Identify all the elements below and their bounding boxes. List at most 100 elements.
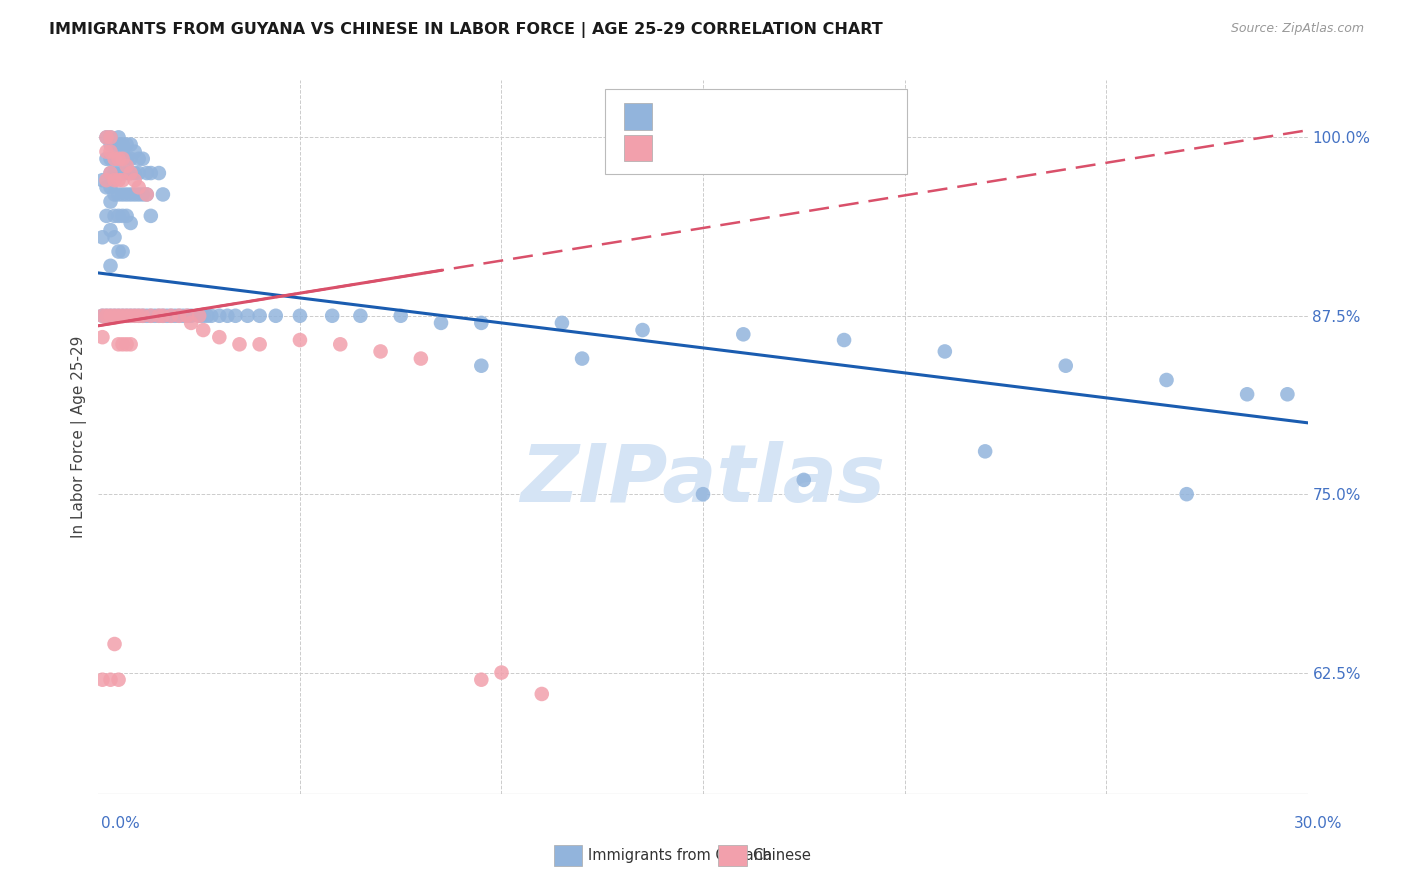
Point	[167, 309, 190, 323]
Point	[530, 687, 553, 701]
Point	[139, 309, 162, 323]
Point	[100, 145, 122, 159]
Point	[128, 166, 150, 180]
Point	[91, 309, 114, 323]
Point	[193, 309, 215, 323]
Point	[100, 309, 122, 323]
Point	[115, 309, 138, 323]
Point	[103, 173, 125, 187]
Point	[195, 309, 218, 323]
Point	[193, 323, 215, 337]
Point	[148, 309, 170, 323]
Point	[96, 309, 118, 323]
Text: IMMIGRANTS FROM GUYANA VS CHINESE IN LABOR FORCE | AGE 25-29 CORRELATION CHART: IMMIGRANTS FROM GUYANA VS CHINESE IN LAB…	[49, 22, 883, 38]
Point	[163, 309, 186, 323]
Point	[96, 152, 118, 166]
Point	[132, 152, 155, 166]
Point	[120, 137, 142, 152]
Point	[107, 166, 129, 180]
Point	[470, 673, 492, 687]
Point	[176, 309, 198, 323]
Point	[100, 223, 122, 237]
Point	[349, 309, 371, 323]
Point	[176, 309, 198, 323]
Point	[135, 166, 157, 180]
Point	[100, 194, 122, 209]
Point	[107, 309, 129, 323]
Point	[103, 152, 125, 166]
Text: 0.0%: 0.0%	[101, 816, 141, 831]
Point	[143, 309, 166, 323]
Point	[103, 166, 125, 180]
Point	[249, 309, 271, 323]
Text: N =: N =	[779, 140, 815, 158]
Point	[974, 444, 997, 458]
Point	[128, 180, 150, 194]
Point	[111, 166, 134, 180]
Point	[160, 309, 183, 323]
Point	[103, 309, 125, 323]
Text: 112: 112	[818, 108, 851, 126]
Point	[96, 209, 118, 223]
Text: ZIPatlas: ZIPatlas	[520, 441, 886, 519]
Point	[103, 209, 125, 223]
Point	[832, 333, 855, 347]
Point	[128, 309, 150, 323]
Point	[120, 309, 142, 323]
Point	[139, 309, 162, 323]
Point	[288, 309, 311, 323]
Point	[115, 337, 138, 351]
Point	[120, 152, 142, 166]
Point	[217, 309, 239, 323]
Point	[264, 309, 287, 323]
Text: 0.071: 0.071	[702, 140, 759, 158]
Point	[111, 152, 134, 166]
Point	[551, 316, 574, 330]
Point	[124, 309, 146, 323]
Point	[180, 309, 202, 323]
Point	[139, 209, 162, 223]
Point	[103, 230, 125, 244]
Point	[236, 309, 259, 323]
Point	[470, 316, 492, 330]
Point	[1236, 387, 1258, 401]
Point	[107, 673, 129, 687]
Point	[1175, 487, 1198, 501]
Point	[115, 137, 138, 152]
Point	[100, 673, 122, 687]
Point	[111, 337, 134, 351]
Point	[430, 316, 453, 330]
Text: 56: 56	[818, 140, 839, 158]
Y-axis label: In Labor Force | Age 25-29: In Labor Force | Age 25-29	[72, 336, 87, 538]
Point	[188, 309, 211, 323]
Point	[208, 309, 231, 323]
Point	[103, 637, 125, 651]
Point	[107, 187, 129, 202]
Point	[120, 216, 142, 230]
Point	[107, 152, 129, 166]
Point	[571, 351, 593, 366]
Point	[111, 187, 134, 202]
Point	[249, 337, 271, 351]
Point	[124, 187, 146, 202]
Point	[124, 173, 146, 187]
Point	[100, 309, 122, 323]
Point	[152, 309, 174, 323]
Point	[124, 145, 146, 159]
Point	[228, 337, 250, 351]
Text: 30.0%: 30.0%	[1295, 816, 1343, 831]
Point	[100, 130, 122, 145]
Point	[132, 187, 155, 202]
Point	[733, 327, 755, 342]
Point	[115, 209, 138, 223]
Point	[103, 309, 125, 323]
Text: -0.214: -0.214	[702, 108, 755, 126]
Point	[100, 152, 122, 166]
Point	[111, 244, 134, 259]
Point	[135, 187, 157, 202]
Point	[793, 473, 815, 487]
Point	[96, 173, 118, 187]
Point	[107, 309, 129, 323]
Point	[100, 137, 122, 152]
Point	[152, 309, 174, 323]
